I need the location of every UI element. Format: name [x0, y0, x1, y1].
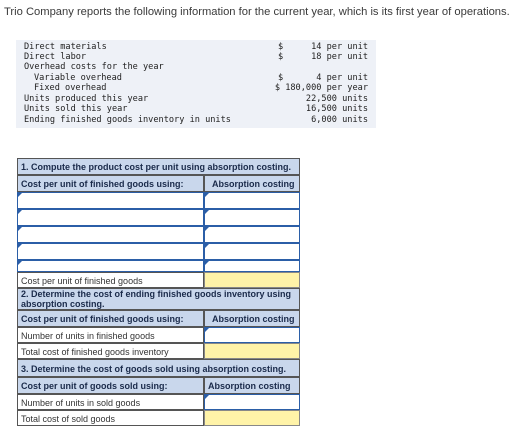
info-row: Units sold this year 16,500 units — [16, 104, 376, 114]
part3-row-total: Total cost of sold goods — [17, 410, 204, 426]
part3-units-input[interactable] — [204, 394, 300, 410]
part3-row-units: Number of units in sold goods — [17, 394, 204, 410]
part1-col-label: Cost per unit of finished goods using: — [17, 175, 204, 192]
info-label: Direct labor — [24, 52, 87, 62]
part1-cost-amount-input[interactable] — [204, 226, 300, 243]
part2-col-label: Cost per unit of finished goods using: — [17, 310, 204, 327]
part2-total-output — [204, 343, 300, 359]
part2-col-header-text: Absorption costing — [212, 314, 295, 324]
part1-cost-label-input[interactable] — [17, 226, 204, 243]
info-value: 14 per unit — [311, 42, 368, 52]
part2-units-input[interactable] — [204, 327, 300, 343]
input-marker-icon — [205, 244, 209, 248]
part1-total-label: Cost per unit of finished goods — [17, 272, 204, 288]
part2-row-total-text: Total cost of finished goods inventory — [21, 347, 169, 357]
info-row: Ending finished goods inventory in units… — [16, 115, 376, 125]
part2-row-total: Total cost of finished goods inventory — [17, 343, 204, 359]
info-value: 22,500 units — [305, 94, 368, 104]
info-value: 18 per unit — [311, 52, 368, 62]
input-marker-icon — [205, 210, 209, 214]
input-marker-icon — [18, 210, 22, 214]
part2-title-text: 2. Determine the cost of ending finished… — [21, 289, 292, 309]
part1-total-label-text: Cost per unit of finished goods — [21, 276, 143, 286]
info-label: Units sold this year — [24, 104, 128, 114]
input-marker-icon — [205, 193, 209, 197]
part3-row-total-text: Total cost of sold goods — [21, 414, 116, 424]
part1-col-label-text: Cost per unit of finished goods using: — [21, 179, 184, 189]
info-row: Overhead costs for the year — [16, 62, 376, 72]
input-marker-icon — [205, 395, 209, 399]
info-dollar: $ — [278, 42, 284, 52]
part1-cost-label-input[interactable] — [17, 243, 204, 260]
input-marker-icon — [18, 244, 22, 248]
part2-title: 2. Determine the cost of ending finished… — [17, 288, 300, 310]
info-row: Direct materials $ 14 per unit — [16, 42, 376, 52]
part3-total-output — [204, 410, 300, 426]
part3-col-label-text: Cost per unit of goods sold using: — [21, 381, 168, 391]
part1-cost-amount-input[interactable] — [204, 192, 300, 209]
info-label: Overhead costs for the year — [24, 62, 164, 72]
input-marker-icon — [205, 261, 209, 265]
info-label: Fixed overhead — [34, 83, 107, 93]
part1-cost-label-input[interactable] — [17, 209, 204, 226]
info-row: Fixed overhead $ 180,000 per year — [16, 83, 376, 93]
info-row: Direct labor $ 18 per unit — [16, 52, 376, 62]
info-label: Units produced this year — [24, 94, 149, 104]
input-marker-icon — [18, 261, 22, 265]
info-value: $ 180,000 per year — [274, 83, 368, 93]
info-row: Units produced this year 22,500 units — [16, 94, 376, 104]
part3-col-header: Absorption costing — [204, 377, 300, 394]
problem-intro: Trio Company reports the following infor… — [4, 6, 510, 18]
part2-col-label-text: Cost per unit of finished goods using: — [21, 314, 184, 324]
part3-col-header-text: Absorption costing — [208, 381, 291, 391]
info-value: 6,000 units — [311, 115, 368, 125]
input-marker-icon — [18, 227, 22, 231]
info-row: Variable overhead $ 4 per unit — [16, 73, 376, 83]
part2-row-units-text: Number of units in finished goods — [21, 331, 155, 341]
part1-title-text: 1. Compute the product cost per unit usi… — [21, 162, 292, 172]
info-label: Variable overhead — [34, 73, 122, 83]
part3-title: 3. Determine the cost of goods sold usin… — [17, 359, 300, 377]
info-dollar: $ — [278, 52, 284, 62]
info-dollar: $ — [278, 73, 284, 83]
part3-title-text: 3. Determine the cost of goods sold usin… — [21, 364, 287, 374]
part2-row-units: Number of units in finished goods — [17, 327, 204, 343]
input-marker-icon — [205, 227, 209, 231]
part1-title: 1. Compute the product cost per unit usi… — [17, 158, 300, 175]
info-table: Direct materials $ 14 per unit Direct la… — [16, 40, 376, 128]
part3-col-label: Cost per unit of goods sold using: — [17, 377, 204, 394]
part1-col-header-text: Absorption costing — [212, 179, 295, 189]
info-value: 4 per unit — [316, 73, 368, 83]
part1-col-header: Absorption costing — [204, 175, 300, 192]
info-label: Ending finished goods inventory in units — [24, 115, 231, 125]
part1-cost-amount-input[interactable] — [204, 209, 300, 226]
part3-row-units-text: Number of units in sold goods — [21, 398, 141, 408]
info-label: Direct materials — [24, 42, 107, 52]
input-marker-icon — [205, 328, 209, 332]
input-marker-icon — [18, 193, 22, 197]
part1-cost-amount-input[interactable] — [204, 243, 300, 260]
part1-total-output — [204, 272, 300, 288]
part1-cost-label-input[interactable] — [17, 260, 204, 272]
part2-col-header: Absorption costing — [204, 310, 300, 327]
part1-cost-label-input[interactable] — [17, 192, 204, 209]
part1-cost-amount-input[interactable] — [204, 260, 300, 272]
info-value: 16,500 units — [305, 104, 368, 114]
